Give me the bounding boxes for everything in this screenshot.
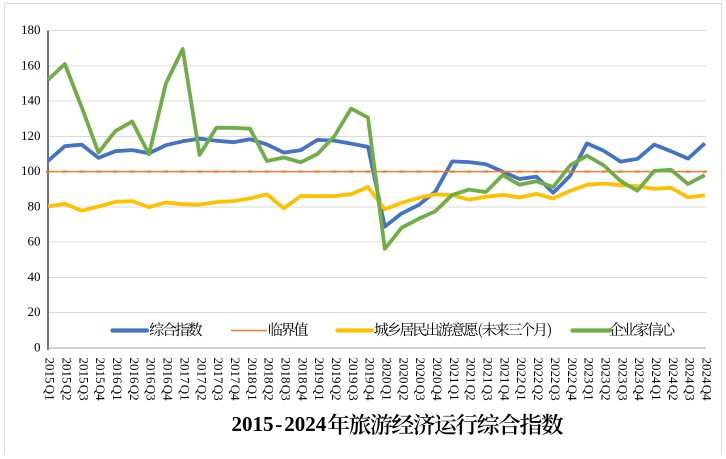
svg-text:2016Q1: 2016Q1: [110, 358, 125, 401]
svg-text:2015Q3: 2015Q3: [76, 358, 91, 401]
svg-text:2023Q1: 2023Q1: [582, 358, 597, 401]
svg-text:120: 120: [21, 128, 41, 143]
svg-text:2023Q3: 2023Q3: [615, 358, 630, 401]
svg-text:2024Q3: 2024Q3: [683, 358, 698, 401]
svg-text:20: 20: [28, 304, 41, 319]
svg-text:2015Q2: 2015Q2: [60, 358, 75, 401]
svg-text:2018Q4: 2018Q4: [295, 358, 310, 402]
svg-text:0: 0: [34, 340, 41, 355]
svg-text:100: 100: [21, 163, 41, 178]
svg-text:160: 160: [21, 57, 41, 72]
svg-text:2018Q1: 2018Q1: [245, 358, 260, 401]
svg-text:2020Q1: 2020Q1: [380, 358, 395, 401]
svg-text:2022Q3: 2022Q3: [548, 358, 563, 401]
svg-text:2024: 2024: [284, 412, 327, 436]
svg-text:2015: 2015: [232, 412, 274, 436]
svg-text:2024Q2: 2024Q2: [666, 358, 681, 401]
svg-text:2023Q2: 2023Q2: [599, 358, 614, 401]
svg-text:2019Q1: 2019Q1: [312, 358, 327, 401]
svg-text:2017Q3: 2017Q3: [211, 358, 226, 401]
svg-text:2015Q1: 2015Q1: [43, 358, 58, 401]
svg-text:180: 180: [21, 22, 41, 37]
svg-text:2021Q2: 2021Q2: [464, 358, 479, 401]
svg-text:60: 60: [28, 234, 41, 249]
svg-text:2020Q4: 2020Q4: [430, 358, 445, 402]
svg-text:2021Q1: 2021Q1: [447, 358, 462, 401]
svg-text:-: -: [275, 412, 282, 436]
svg-text:2024Q4: 2024Q4: [700, 358, 715, 402]
svg-text:2016Q2: 2016Q2: [127, 358, 142, 401]
svg-text:2021Q4: 2021Q4: [497, 358, 512, 402]
svg-text:2019Q3: 2019Q3: [346, 358, 361, 401]
svg-text:2017Q1: 2017Q1: [177, 358, 192, 401]
svg-text:2019Q2: 2019Q2: [329, 358, 344, 401]
svg-text:2018Q2: 2018Q2: [262, 358, 277, 401]
svg-text:2017Q2: 2017Q2: [194, 358, 209, 401]
svg-text:2022Q2: 2022Q2: [531, 358, 546, 401]
svg-text:80: 80: [28, 198, 41, 213]
svg-text:40: 40: [28, 269, 41, 284]
svg-text:2020Q3: 2020Q3: [413, 358, 428, 401]
svg-text:2022Q1: 2022Q1: [514, 358, 529, 401]
svg-text:2017Q4: 2017Q4: [228, 358, 243, 402]
svg-text:2016Q3: 2016Q3: [144, 358, 159, 401]
svg-text:2018Q3: 2018Q3: [279, 358, 294, 401]
svg-text:2021Q3: 2021Q3: [481, 358, 496, 401]
svg-text:140: 140: [21, 93, 41, 108]
svg-text:2016Q4: 2016Q4: [161, 358, 176, 402]
svg-text:2019Q4: 2019Q4: [363, 358, 378, 402]
svg-text:2023Q4: 2023Q4: [632, 358, 647, 402]
svg-text:2024Q1: 2024Q1: [649, 358, 664, 401]
svg-text:2015Q4: 2015Q4: [93, 358, 108, 402]
svg-text:2020Q2: 2020Q2: [396, 358, 411, 401]
svg-text:2022Q4: 2022Q4: [565, 358, 580, 402]
